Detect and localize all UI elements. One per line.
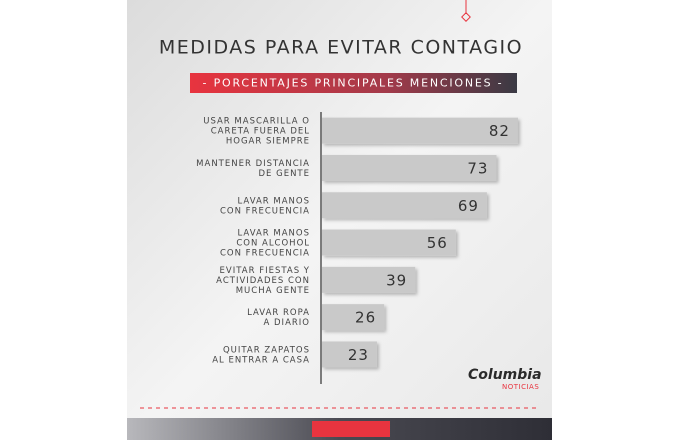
bar <box>322 341 377 368</box>
bar-value: 26 <box>355 309 376 327</box>
y-tick-label: MANTENER DISTANCIA DE GENTE <box>196 158 310 178</box>
bar <box>322 154 497 181</box>
y-tick-label: QUITAR ZAPATOS AL ENTRAR A CASA <box>212 345 310 365</box>
bar <box>322 117 518 144</box>
bar-value: 82 <box>489 122 510 140</box>
chart-title: MEDIDAS PARA EVITAR CONTAGIO <box>159 37 523 59</box>
subtitle-box <box>190 73 517 93</box>
bar-value: 23 <box>348 346 369 364</box>
bar <box>322 192 487 219</box>
y-tick-label: EVITAR FIESTAS Y ACTIVIDADES CON MUCHA GEN… <box>216 265 310 295</box>
chart-subtitle: - PORCENTAJES PRINCIPALES MENCIONES - <box>203 77 504 90</box>
y-tick-label: USAR MASCARILLA O CARETA FUERA DEL HOGAR S… <box>203 116 310 146</box>
y-tick-label: LAVAR MANOS CON FRECUENCIA <box>220 196 310 216</box>
bar-value: 69 <box>458 197 479 215</box>
bar <box>322 266 416 293</box>
bar-value: 73 <box>467 159 488 177</box>
bar-value: 39 <box>386 271 407 289</box>
logo-name: Columbia <box>468 367 542 383</box>
logo-tagline: NOTICIAS <box>502 383 539 391</box>
y-tick-label: LAVAR ROPA A DIARIO <box>247 308 310 328</box>
footer-accent <box>312 421 390 437</box>
bar <box>322 304 385 331</box>
bar-value: 56 <box>427 234 448 252</box>
y-tick-label: LAVAR MANOS CON ALCOHOL CON FRECUENCIA <box>220 228 310 258</box>
decor-diamond <box>461 12 471 22</box>
bar <box>322 229 456 256</box>
